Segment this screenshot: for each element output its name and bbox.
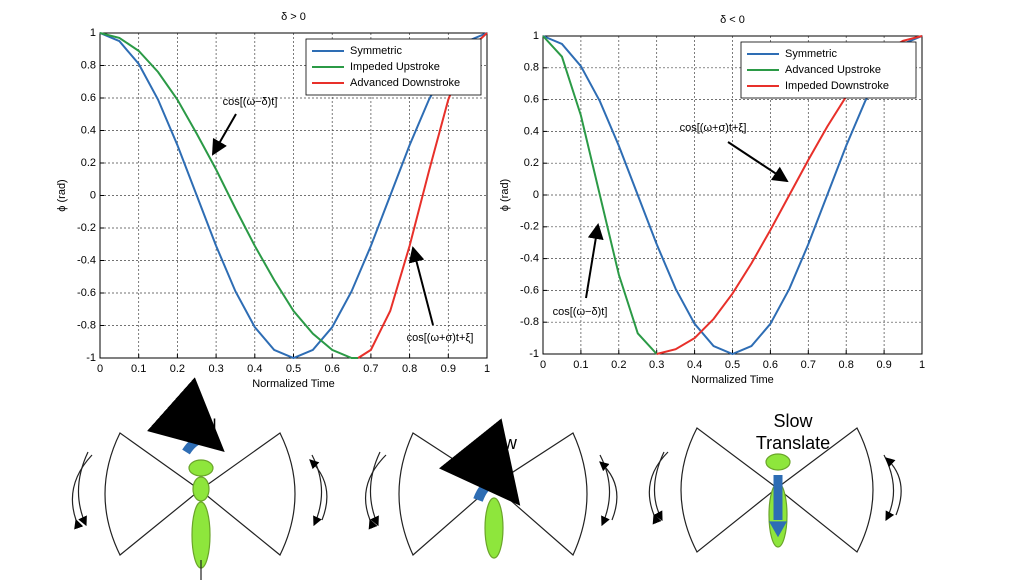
x-tick-label: 0.9 <box>441 363 456 375</box>
x-tick-label: 0.5 <box>286 363 301 375</box>
legend-label: Symmetric <box>785 48 837 60</box>
x-tick-label: 0.7 <box>363 363 378 375</box>
y-tick-label: 0 <box>533 189 539 201</box>
series-line <box>99 32 488 360</box>
y-tick-label: 0.8 <box>524 62 539 74</box>
annotation: cos[(ω−δ)t] <box>223 96 278 108</box>
y-tick-label: 0.8 <box>81 59 96 71</box>
y-tick-label: 0 <box>90 189 96 201</box>
y-tick-label: -0.4 <box>520 253 539 265</box>
y-tick-label: -0.6 <box>77 287 96 299</box>
x-tick-label: 1 <box>919 359 925 371</box>
x-tick-label: 0.7 <box>801 359 816 371</box>
x-tick-label: 0.3 <box>649 359 664 371</box>
y-tick-label: 0.6 <box>81 92 96 104</box>
y-tick-label: 1 <box>533 30 539 42</box>
y-tick-label: 0.6 <box>524 94 539 106</box>
y-axis-label: ϕ (rad) <box>499 179 511 211</box>
figure-label: Yaw <box>483 433 517 453</box>
annotation: cos[(ω+σ)t+ξ] <box>680 122 747 134</box>
y-tick-label: 1 <box>90 27 96 39</box>
y-tick-label: -0.2 <box>520 221 539 233</box>
legend-label: Advanced Downstroke <box>350 77 460 89</box>
series-line <box>542 35 923 356</box>
x-tick-label: 0.8 <box>839 359 854 371</box>
x-tick-label: 0.4 <box>247 363 262 375</box>
annotation-arrow <box>585 223 604 299</box>
x-tick-label: 0 <box>97 363 103 375</box>
x-tick-label: 0.3 <box>208 363 223 375</box>
x-tick-label: 0.6 <box>763 359 778 371</box>
y-tick-label: -1 <box>86 352 96 364</box>
chart-title: δ > 0 <box>281 11 306 23</box>
x-tick-label: 1 <box>484 363 490 375</box>
x-tick-label: 0.2 <box>611 359 626 371</box>
y-tick-label: -0.8 <box>520 316 539 328</box>
x-tick-label: 0.6 <box>325 363 340 375</box>
x-tick-label: 0 <box>540 359 546 371</box>
figure-label: Slow Translate <box>755 411 831 453</box>
series-line <box>99 32 359 359</box>
annotation: cos[(ω+σ)t+ξ] <box>407 332 474 344</box>
x-tick-label: 0.8 <box>402 363 417 375</box>
x-tick-label: 0.1 <box>131 363 146 375</box>
y-tick-label: 0.2 <box>524 157 539 169</box>
y-tick-label: -0.2 <box>77 222 96 234</box>
y-tick-label: -0.8 <box>77 319 96 331</box>
legend-label: Impeded Downstroke <box>785 80 889 92</box>
x-axis-label: Normalized Time <box>691 374 774 386</box>
legend-label: Advanced Upstroke <box>785 64 881 76</box>
annotation-arrow <box>727 141 789 183</box>
y-tick-label: -1 <box>529 348 539 360</box>
translate-diagram <box>648 427 902 553</box>
x-tick-label: 0.9 <box>876 359 891 371</box>
y-tick-label: 0.4 <box>524 125 539 137</box>
y-tick-label: -0.6 <box>520 284 539 296</box>
series-line <box>542 35 658 355</box>
x-tick-label: 0.5 <box>725 359 740 371</box>
x-tick-label: 0.2 <box>170 363 185 375</box>
roll-diagram <box>71 377 328 580</box>
y-tick-label: -0.4 <box>77 254 96 266</box>
x-tick-label: 0.4 <box>687 359 702 371</box>
chart-title: δ < 0 <box>720 14 745 26</box>
y-tick-label: 0.4 <box>81 124 96 136</box>
annotation-arrow <box>408 246 434 326</box>
legend-label: Impeded Upstroke <box>350 61 440 73</box>
x-axis-label: Normalized Time <box>252 378 335 390</box>
x-tick-label: 0.1 <box>573 359 588 371</box>
legend-label: Symmetric <box>350 45 402 57</box>
y-axis-label: ϕ (rad) <box>56 179 68 211</box>
figure-label: Roll <box>185 416 217 436</box>
y-tick-label: 0.2 <box>81 157 96 169</box>
annotation-arrow <box>212 113 237 156</box>
annotation: cos[(ω−δ)t] <box>553 306 608 318</box>
yaw-diagram <box>364 418 618 559</box>
